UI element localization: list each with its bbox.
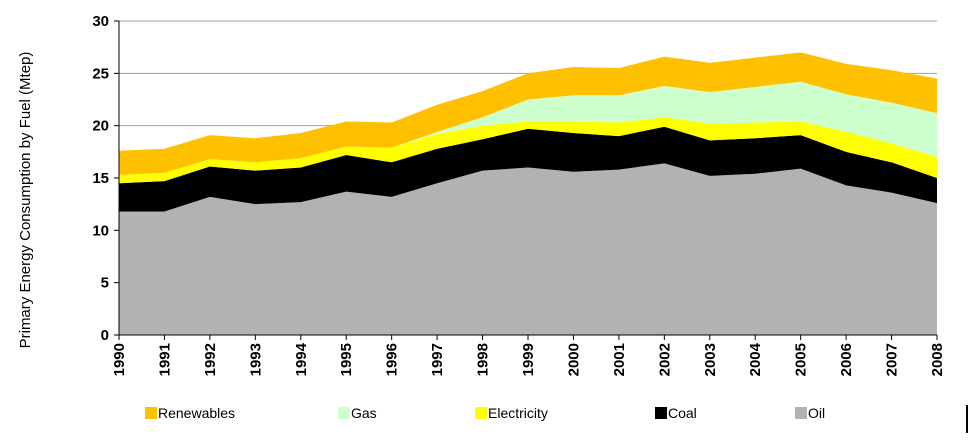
- x-tick-label: 2003: [702, 343, 719, 376]
- legend-label-renewables: Renewables: [158, 405, 235, 421]
- x-tick-label: 1999: [520, 343, 537, 376]
- x-tick-labels: 1990 1991 1992 1993 1994 1995 1996 1997 1998 1999…: [111, 342, 946, 376]
- y-tick-label: 20: [92, 118, 109, 135]
- x-tick-label: 2007: [884, 343, 901, 376]
- x-tick-label: 2004: [747, 342, 764, 376]
- x-tick-label: 2008: [929, 343, 946, 376]
- legend-swatch-renewables: [145, 407, 157, 419]
- x-tick-label: 1998: [475, 343, 492, 376]
- area-series: [119, 52, 937, 335]
- area-oil: [119, 163, 937, 335]
- y-tick-label: 25: [92, 65, 109, 82]
- legend: Renewables Gas Electricity Coal Oil: [145, 405, 825, 421]
- y-tick-label: 15: [92, 170, 109, 187]
- x-tick-label: 1994: [293, 342, 310, 376]
- y-tick-label: 30: [92, 13, 109, 30]
- x-tick-label: 1996: [384, 343, 401, 376]
- legend-label-coal: Coal: [668, 405, 697, 421]
- legend-label-gas: Gas: [351, 405, 377, 421]
- x-tick-label: 1990: [111, 343, 128, 376]
- x-tick-label: 1995: [338, 343, 355, 376]
- x-tick-label: 1991: [156, 343, 173, 376]
- area-electricity: [119, 117, 937, 184]
- x-tick-label: 2000: [565, 343, 582, 376]
- y-tick-label: 10: [92, 222, 109, 239]
- area-gas: [119, 81, 937, 175]
- x-tick-label: 1997: [429, 343, 446, 376]
- y-tick-label: 5: [101, 275, 109, 292]
- y-tick-labels: 0 5 10 15 20 25 30: [92, 13, 109, 344]
- legend-label-electricity: Electricity: [488, 405, 548, 421]
- axes: [114, 20, 938, 340]
- area-renewables: [119, 52, 937, 175]
- legend-label-oil: Oil: [808, 405, 825, 421]
- legend-swatch-coal: [655, 407, 667, 419]
- page-edge-marker: [966, 405, 968, 433]
- x-tick-label: 2002: [656, 343, 673, 376]
- legend-swatch-oil: [795, 407, 807, 419]
- x-tick-label: 1992: [202, 343, 219, 376]
- x-tick-label: 2001: [611, 343, 628, 376]
- y-tick-label: 0: [101, 327, 109, 344]
- x-tick-label: 1993: [247, 343, 264, 376]
- area-coal: [119, 126, 937, 212]
- x-tick-label: 2005: [793, 343, 810, 376]
- legend-swatch-gas: [338, 407, 350, 419]
- y-axis-label: Primary Energy Consumption by Fuel (Mtep…: [17, 52, 34, 349]
- x-tick-label: 2006: [838, 343, 855, 376]
- legend-swatch-electricity: [475, 407, 487, 419]
